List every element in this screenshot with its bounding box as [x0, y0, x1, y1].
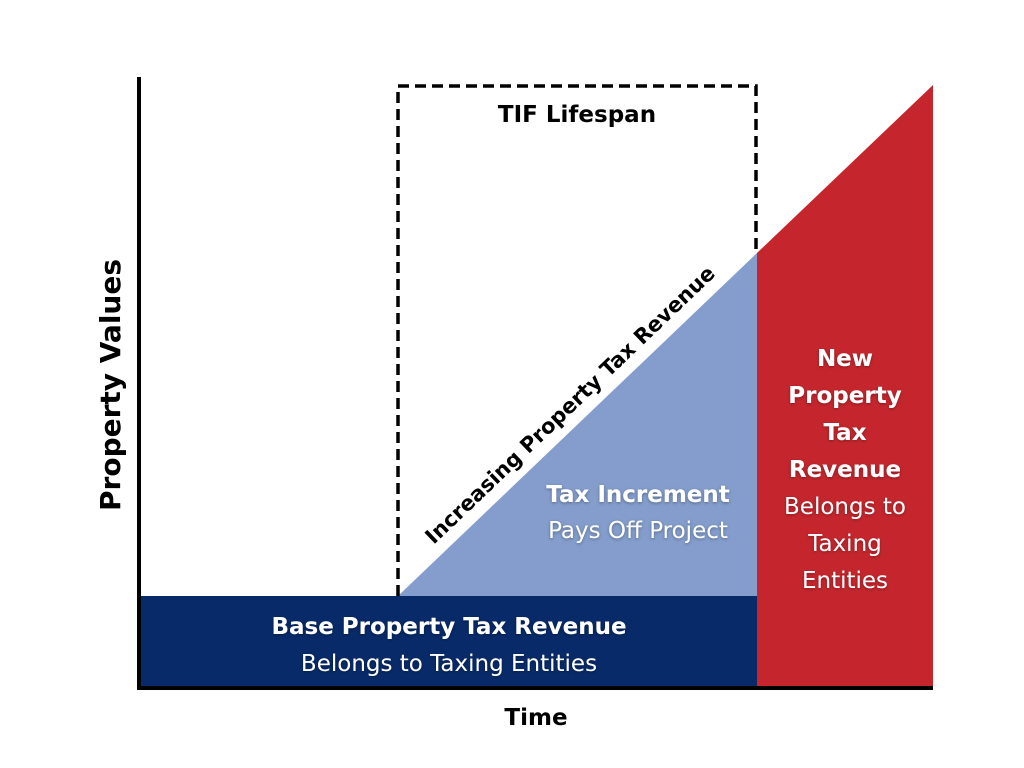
- y-axis-label: Property Values: [94, 259, 127, 511]
- tif-lifespan-box: [396, 84, 758, 596]
- base-title: Base Property Tax Revenue: [271, 614, 626, 640]
- new-revenue-region: [757, 85, 933, 688]
- tax-increment-region: [398, 253, 757, 596]
- new-subtitle-line: Entities: [802, 568, 888, 594]
- new-title-line: Property: [788, 383, 901, 409]
- increment-title: Tax Increment: [546, 482, 730, 508]
- increment-subtitle: Pays Off Project: [548, 518, 728, 544]
- new-subtitle-line: Belongs to: [784, 494, 906, 520]
- new-title-line: Revenue: [789, 457, 901, 483]
- tif-lifespan-label: TIF Lifespan: [498, 102, 656, 128]
- base-revenue-region: [139, 596, 757, 688]
- new-subtitle-line: Taxing: [807, 531, 882, 557]
- new-title-line: New: [817, 346, 873, 372]
- new-title-line: Tax: [823, 420, 866, 446]
- x-axis-label: Time: [504, 705, 567, 731]
- base-subtitle: Belongs to Taxing Entities: [301, 651, 597, 677]
